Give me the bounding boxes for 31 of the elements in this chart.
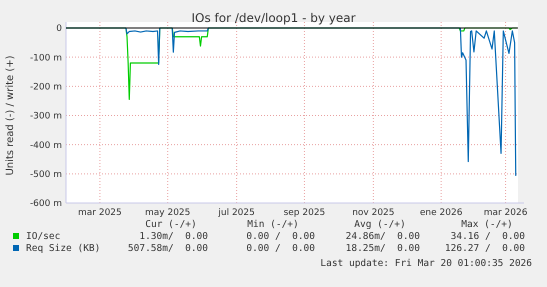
text: Min (-/+)	[247, 219, 299, 230]
x-tick-label: jul 2025	[217, 208, 255, 218]
x-tick-label: ene 2026	[420, 208, 463, 218]
text: Max (-/+)	[461, 219, 513, 230]
text: Last update: Fri Mar 20 01:00:35 2026	[320, 258, 532, 269]
legend-label: IO/sec	[26, 231, 60, 242]
y-tick-label: -400 m	[30, 140, 62, 151]
y-tick-label: -100 m	[30, 53, 62, 64]
text: Avg (-/+)	[354, 219, 406, 230]
text: 18.25m/ 0.00	[346, 243, 420, 254]
legend-label: Req Size (KB)	[26, 243, 100, 254]
text: 0.00 / 0.00	[246, 243, 316, 254]
x-tick-label: mar 2026	[484, 208, 528, 218]
text: 24.86m/ 0.00	[346, 231, 420, 242]
chart-title: IOs for /dev/loop1 - by year	[191, 11, 356, 25]
y-tick-label: -500 m	[30, 170, 62, 180]
x-tick-label: may 2025	[145, 208, 190, 218]
text: 507.58m/ 0.00	[128, 243, 208, 254]
x-tick-label: nov 2025	[352, 208, 395, 218]
text: Cur (-/+)	[145, 219, 197, 230]
y-tick-label: -600 m	[30, 199, 62, 210]
x-tick-label: mar 2025	[78, 208, 122, 218]
y-axis-title: Units read (-) / write (+)	[5, 55, 16, 176]
y-tick-label: 0	[56, 24, 62, 34]
text: 126.27 / 0.00	[444, 243, 526, 254]
text: 34.16 / 0.00	[450, 231, 526, 242]
y-tick-label: -300 m	[30, 112, 62, 122]
x-tick-label: sep 2025	[284, 208, 326, 218]
text: 0.00 / 0.00	[246, 231, 316, 242]
text: 1.30m/ 0.00	[139, 231, 208, 242]
y-tick-label: -200 m	[30, 82, 62, 92]
